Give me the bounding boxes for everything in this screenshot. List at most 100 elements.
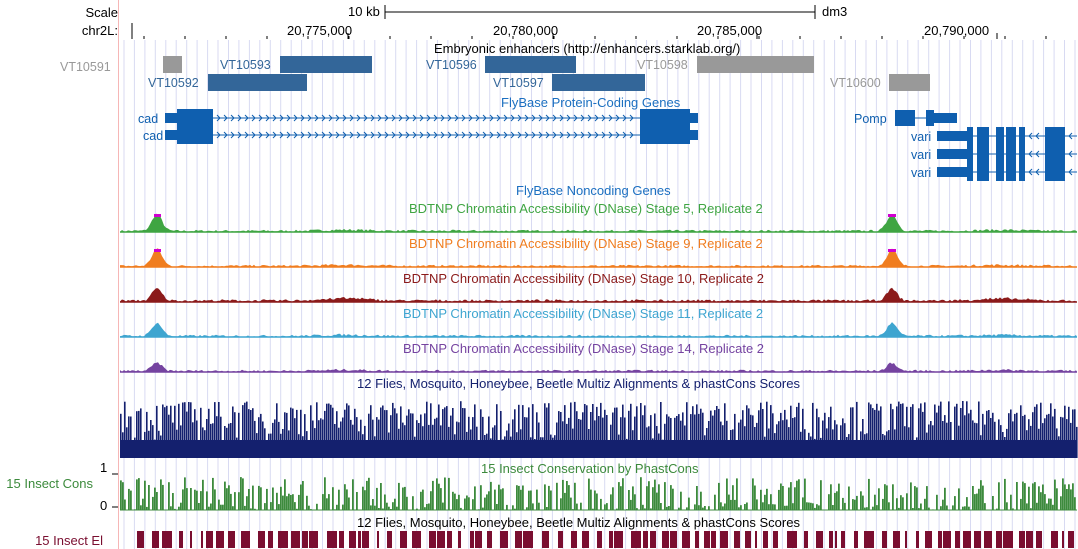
gene-label-vari[interactable]: vari [911, 166, 932, 180]
multiz-bar [906, 406, 908, 458]
phastcons-bar [766, 488, 768, 510]
gene-utr [937, 149, 967, 159]
multiz-bar [586, 405, 588, 458]
multiz-bar [274, 419, 276, 458]
gene-label-cad[interactable]: cad [143, 129, 164, 143]
dnase-signal-track [120, 248, 1077, 268]
phastcons-bar [984, 503, 986, 510]
phastcons-side-label[interactable]: 15 Insect Cons [6, 476, 93, 491]
enhancer-label[interactable]: VT10591 [60, 60, 111, 74]
conserved-element [162, 531, 172, 548]
phastcons-bar [530, 490, 532, 510]
phastcons-bar [744, 504, 746, 510]
gene-label-cad[interactable]: cad [138, 112, 159, 126]
intron-chevron [454, 131, 459, 139]
multiz-bar [1048, 413, 1050, 458]
phastcons-bar [864, 507, 866, 510]
multiz-bar [574, 401, 576, 458]
intron-chevron [594, 131, 599, 139]
phastcons-bar [486, 494, 488, 510]
phastcons-bar [460, 507, 462, 510]
gene-label-vari[interactable]: vari [911, 148, 932, 162]
conserved-element [387, 531, 392, 548]
conserved-element [597, 531, 602, 548]
phastcons-bar [322, 494, 324, 510]
multiz-bar [382, 405, 384, 458]
intron-chevron [496, 114, 501, 122]
conserved-element [720, 531, 728, 548]
multiz-bar [582, 412, 584, 458]
multiz-bar [1066, 419, 1068, 458]
multiz-bar [208, 408, 210, 458]
gene-label-vari[interactable]: vari [911, 130, 932, 144]
intron-chevron [335, 114, 340, 122]
ruler-tick-label: 20,790,000 [924, 23, 990, 38]
phastcons-bar [962, 506, 964, 510]
intron-chevron [377, 114, 382, 122]
enhancer-label[interactable]: VT10600 [830, 76, 881, 90]
gene-exon [177, 109, 213, 127]
multiz-bar [880, 406, 882, 458]
noncoding-track-title[interactable]: FlyBase Noncoding Genes [516, 183, 671, 198]
phastcons-bar [438, 483, 440, 510]
multiz-bar [532, 404, 534, 458]
multiz-bar [898, 401, 900, 458]
phastcons-bar [560, 498, 562, 510]
intron-chevron [629, 131, 634, 139]
enhancer-feature [697, 56, 814, 73]
intron-chevron [1028, 168, 1033, 176]
phastcons-bar [862, 495, 864, 510]
dnase-stage10-title[interactable]: BDTNP Chromatin Accessibility (DNase) St… [403, 271, 765, 286]
genes-track-title[interactable]: FlyBase Protein-Coding Genes [501, 95, 681, 110]
dnase-stage9-title[interactable]: BDTNP Chromatin Accessibility (DNase) St… [409, 236, 763, 251]
enhancer-label[interactable]: VT10596 [426, 58, 477, 72]
multiz-bar [828, 417, 830, 458]
intron-chevron [279, 131, 284, 139]
multiz-bar [1022, 416, 1024, 458]
enhancers-track-title[interactable]: Embryonic enhancers (http://enhancers.st… [434, 41, 741, 56]
dnase-stage14-title[interactable]: BDTNP Chromatin Accessibility (DNase) St… [403, 341, 765, 356]
multiz-bar [390, 415, 392, 458]
enhancer-label[interactable]: VT10598 [637, 58, 688, 72]
enhancer-label[interactable]: VT10593 [220, 58, 271, 72]
conserved-element [302, 531, 308, 548]
phastcons-bar [958, 488, 960, 510]
multiz-bar [600, 402, 602, 458]
elements-track-title[interactable]: 12 Flies, Mosquito, Honeybee, Beetle Mul… [357, 515, 800, 530]
multiz-bar [330, 404, 332, 458]
dnase-stage5-title[interactable]: BDTNP Chromatin Accessibility (DNase) St… [409, 201, 763, 216]
phastcons-bar [1064, 484, 1066, 510]
intron-chevron [244, 114, 249, 122]
phastcons-bar [128, 488, 130, 510]
phastcons-bar [660, 503, 662, 510]
intron-chevron [573, 114, 578, 122]
intron-chevron [1068, 150, 1073, 158]
elements-side-label[interactable]: 15 Insect El [35, 533, 103, 548]
intron-chevron [1035, 150, 1040, 158]
multiz-bar [372, 419, 374, 458]
multiz-bar [284, 412, 286, 458]
multiz-bar [304, 414, 306, 458]
multiz-track-title[interactable]: 12 Flies, Mosquito, Honeybee, Beetle Mul… [357, 376, 800, 391]
multiz-bar [944, 415, 946, 458]
multiz-bar [436, 417, 438, 458]
intron-chevron [510, 131, 515, 139]
ruler-tick-label: 20,775,000 [287, 23, 353, 38]
phastcons-bar [700, 491, 702, 510]
enhancer-label[interactable]: VT10597 [493, 76, 544, 90]
intron-chevron [258, 131, 263, 139]
conserved-element [349, 531, 356, 548]
gene-label-pomp[interactable]: Pomp [854, 112, 887, 126]
dnase-stage11-title[interactable]: BDTNP Chromatin Accessibility (DNase) St… [403, 306, 764, 321]
phastcons-bar [346, 489, 348, 510]
phastcons-bar [612, 487, 614, 510]
multiz-bar [174, 405, 176, 458]
phastcons-bar [272, 487, 274, 510]
enhancer-label[interactable]: VT10592 [148, 76, 199, 90]
phastcons-track-title[interactable]: 15 Insect Conservation by PhastCons [481, 461, 699, 476]
phastcons-bar [356, 492, 358, 510]
multiz-bar [370, 405, 372, 458]
phastcons-bar [136, 479, 138, 510]
intron-chevron [307, 131, 312, 139]
